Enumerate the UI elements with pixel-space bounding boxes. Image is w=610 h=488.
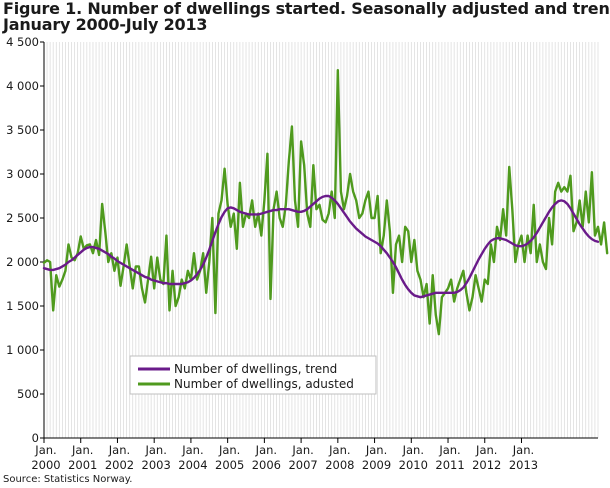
x-tick-label-month: Jan. [475, 443, 497, 457]
series-line-trend [42, 194, 600, 299]
y-tick-label: 4 000 [6, 79, 39, 93]
grid [43, 42, 599, 438]
x-tick-label-year: 2000 [31, 458, 60, 472]
series-line-adjusted [42, 68, 609, 336]
x-tick-label-month: Jan. [71, 443, 93, 457]
legend-label-adjusted: Number of dwellings, adusted [174, 377, 354, 391]
y-tick-label: 1 500 [6, 299, 39, 313]
y-tick-label: 3 500 [6, 123, 39, 137]
x-axis: Jan.2000Jan.2001Jan.2002Jan.2003Jan.2004… [31, 437, 598, 472]
x-tick-label-month: Jan. [328, 443, 350, 457]
x-tick-label-year: 2008 [325, 458, 354, 472]
y-tick-label: 0 [32, 431, 39, 445]
legend: Number of dwellings, trend Number of dwe… [129, 355, 377, 395]
y-tick-label: 4 500 [6, 35, 39, 49]
x-tick-label-month: Jan. [108, 443, 130, 457]
y-tick-label: 3 000 [6, 167, 39, 181]
x-tick-label-year: 2013 [509, 458, 538, 472]
y-axis: 0 500 1 000 1 500 2 000 2 500 3 000 3 500 4 000 4… [6, 35, 45, 445]
x-tick-label-month: Jan. [438, 443, 460, 457]
y-tick-label: 2 500 [6, 211, 39, 225]
x-tick-label-month: Jan. [218, 443, 240, 457]
x-tick-label-year: 2005 [215, 458, 244, 472]
x-tick-label-month: Jan. [255, 443, 277, 457]
chart-title-line-1: Figure 1. Number of dwellings started. S… [3, 0, 610, 18]
x-tick-label-month: Jan. [144, 443, 166, 457]
y-tick-label: 1 000 [6, 343, 39, 357]
x-tick-label-month: Jan. [181, 443, 203, 457]
x-tick-label-month: Jan. [365, 443, 387, 457]
x-tick-label-year: 2002 [105, 458, 134, 472]
x-tick-label-year: 2010 [399, 458, 428, 472]
x-tick-label-year: 2001 [68, 458, 97, 472]
x-tick-label-year: 2006 [252, 458, 281, 472]
y-tick-label: 500 [17, 387, 39, 401]
source-note: Source: Statistics Norway. [3, 474, 133, 485]
legend-box [129, 355, 377, 395]
x-tick-label-month: Jan. [512, 443, 534, 457]
x-tick-label-month: Jan. [402, 443, 424, 457]
y-tick-label: 2 000 [6, 255, 39, 269]
legend-label-trend: Number of dwellings, trend [174, 362, 337, 376]
x-tick-label-year: 2003 [142, 458, 171, 472]
x-tick-label-year: 2011 [435, 458, 464, 472]
x-tick-label-month: Jan. [34, 443, 56, 457]
x-tick-label-month: Jan. [291, 443, 313, 457]
chart-title-line-2: January 2000-July 2013 [3, 15, 208, 34]
x-tick-label-year: 2004 [178, 458, 207, 472]
x-tick-label-year: 2007 [288, 458, 317, 472]
x-tick-label-year: 2012 [472, 458, 501, 472]
series-layer [42, 68, 609, 336]
x-tick-label-year: 2009 [362, 458, 391, 472]
